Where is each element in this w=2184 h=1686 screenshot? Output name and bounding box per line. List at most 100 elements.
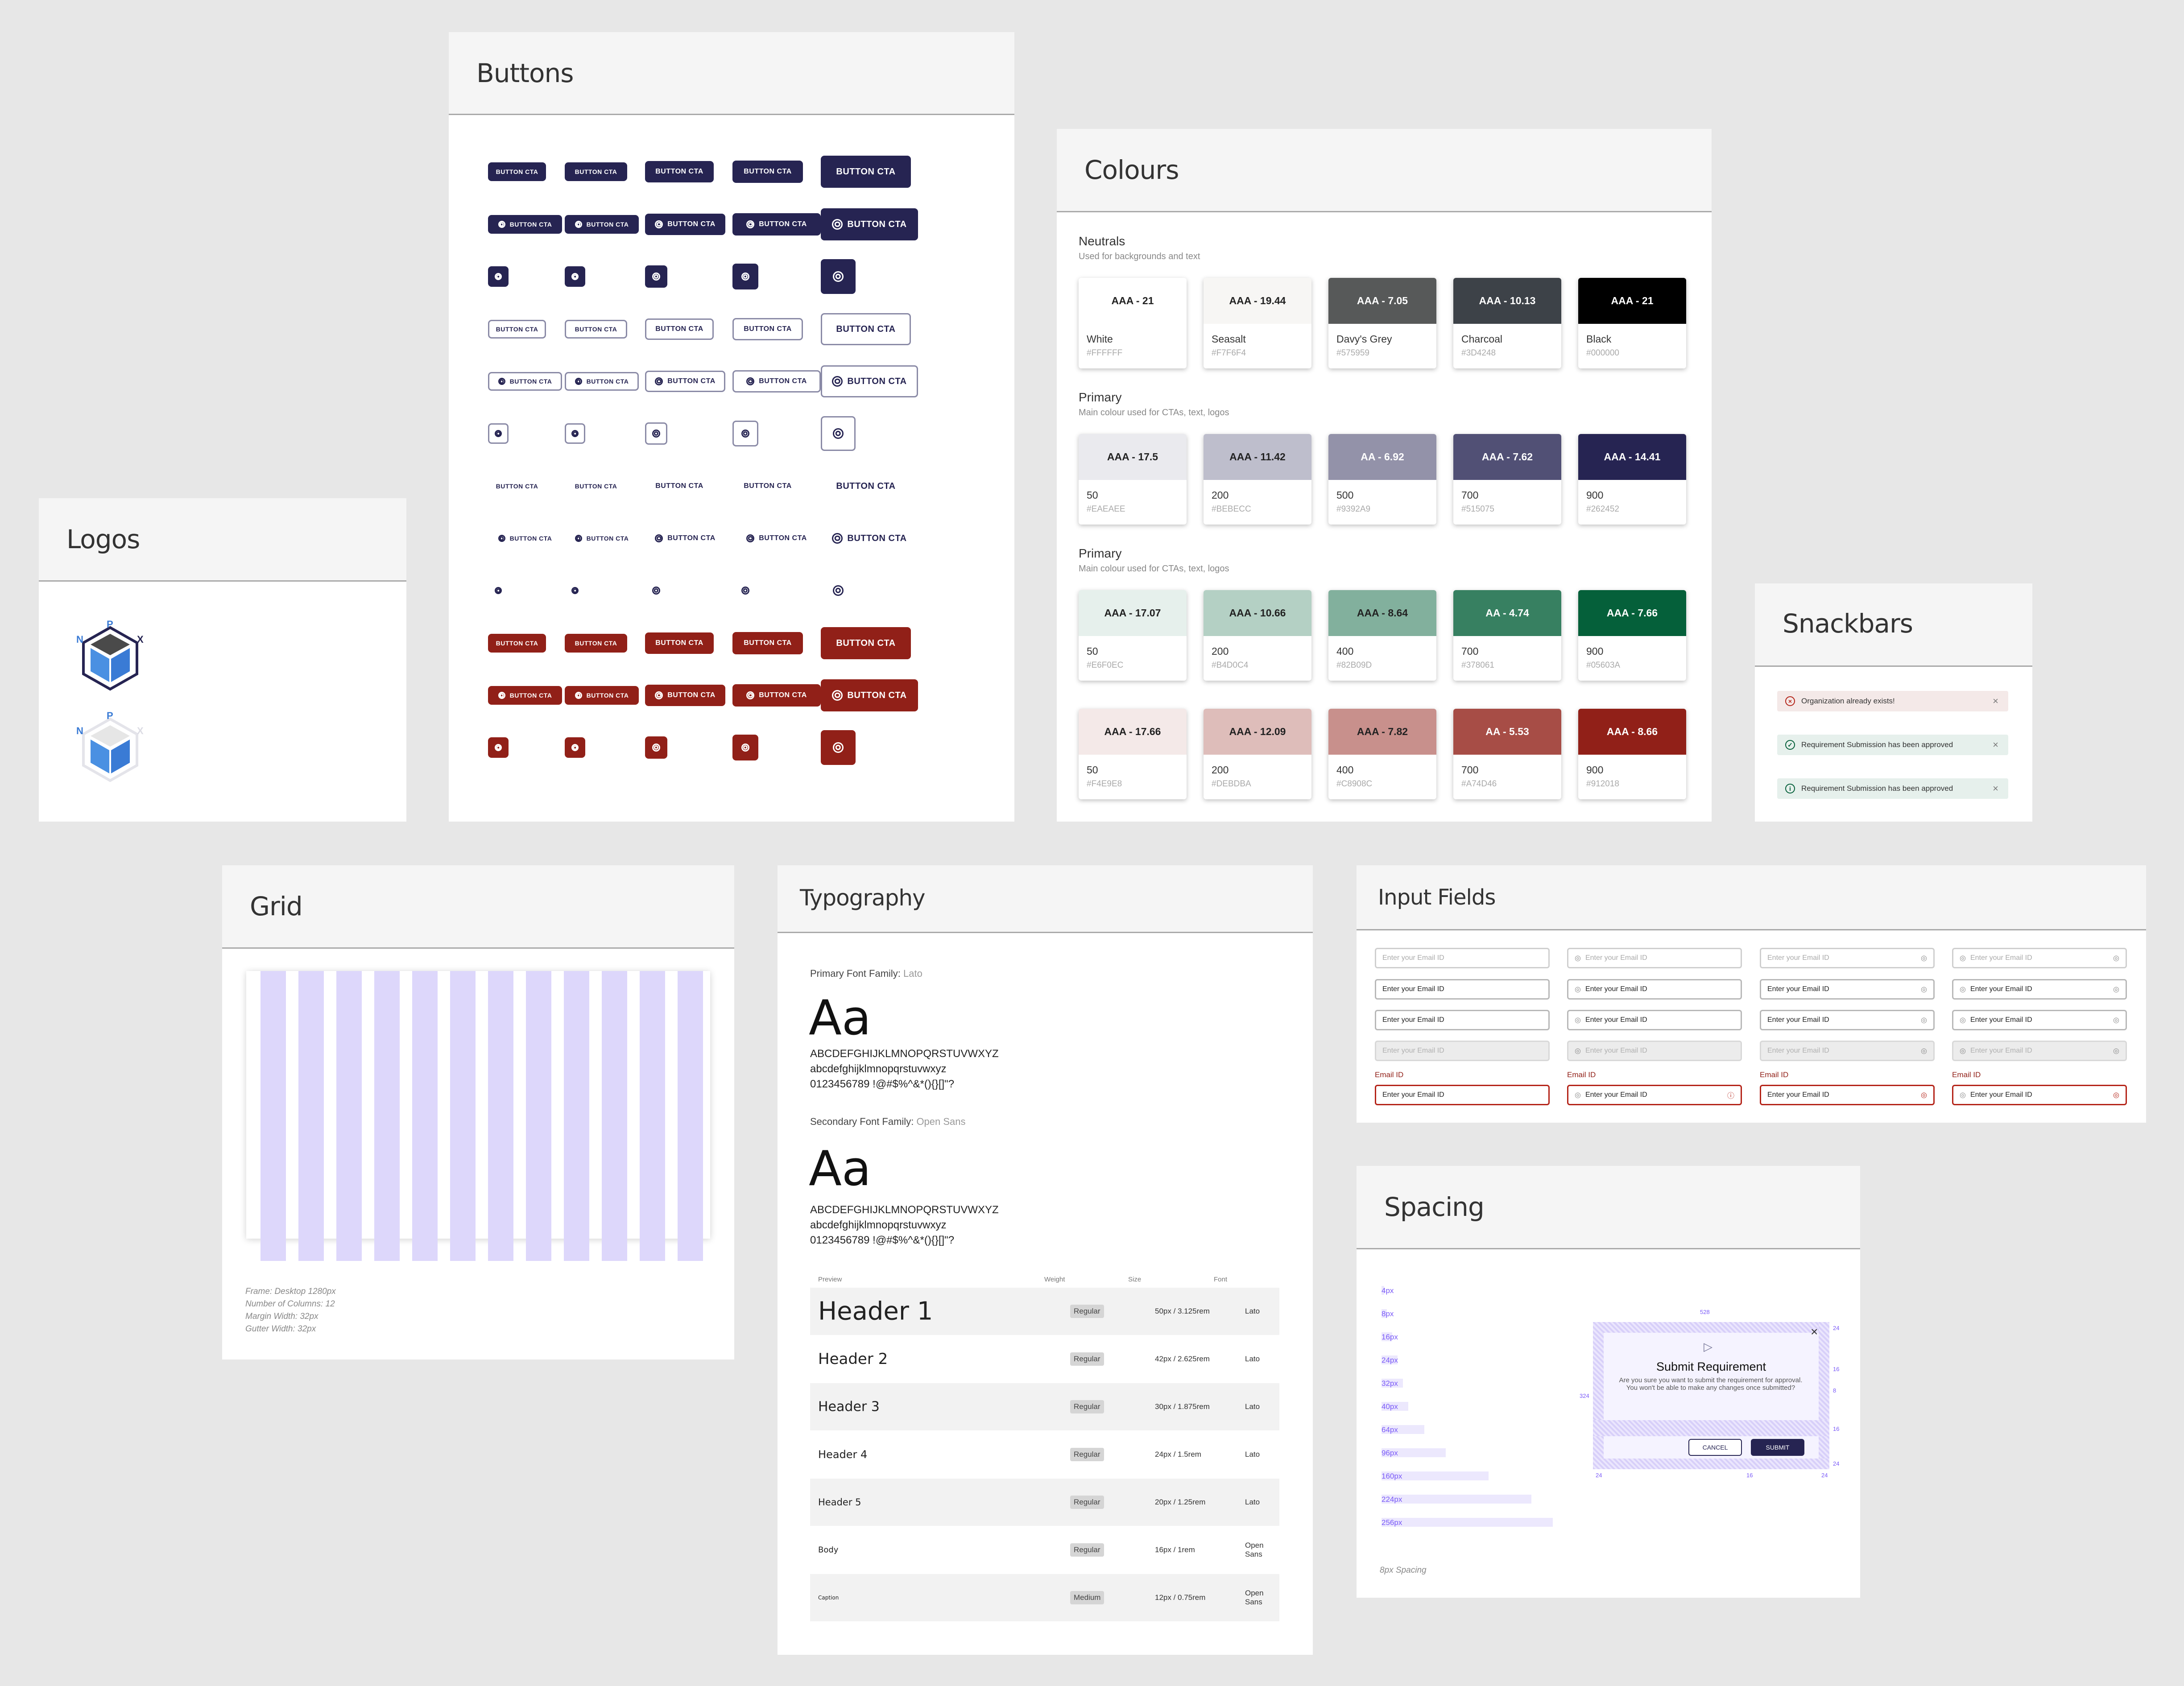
circle-icon	[832, 533, 843, 544]
inputs-header: Input Fields	[1357, 865, 2146, 930]
email-field[interactable]: ◎ Enter your Email ID ⓘ	[1567, 1085, 1742, 1105]
button-cta[interactable]: BUTTON CTA	[821, 522, 918, 554]
email-field[interactable]: ◎ Enter your Email ID ◎	[1952, 1041, 2127, 1061]
icon-button[interactable]	[821, 573, 856, 608]
icon-button[interactable]	[645, 265, 667, 288]
swatch-hex: #F4E9E8	[1087, 779, 1122, 789]
icon-button[interactable]	[488, 580, 509, 601]
icon-button[interactable]	[565, 266, 585, 287]
button-cta[interactable]: BUTTON CTA	[732, 370, 821, 393]
button-cta[interactable]: BUTTON CTA	[821, 627, 911, 659]
primary-lower: abcdefghijklmnopqrstuvwxyz	[810, 1063, 947, 1075]
icon-button[interactable]	[732, 264, 758, 289]
close-icon[interactable]: ×	[1993, 695, 1998, 707]
cancel-button[interactable]: CANCEL	[1688, 1439, 1742, 1456]
icon-button[interactable]	[565, 580, 585, 601]
email-field[interactable]: Enter your Email ID	[1375, 979, 1550, 1000]
button-cta[interactable]: BUTTON CTA	[821, 679, 918, 711]
email-field[interactable]: ◎ Enter your Email ID ◎	[1952, 1085, 2127, 1105]
button-cta[interactable]: BUTTON CTA	[732, 527, 821, 550]
icon-button[interactable]	[821, 259, 856, 294]
icon-button[interactable]	[488, 266, 509, 287]
button-cta[interactable]: BUTTON CTA	[821, 313, 911, 345]
typography-panel: Typography Primary Font Family: Lato Aa …	[778, 865, 1313, 1655]
email-field[interactable]: ◎ Enter your Email ID	[1567, 979, 1742, 1000]
icon-button[interactable]	[732, 735, 758, 760]
button-cta[interactable]: BUTTON CTA	[488, 529, 562, 548]
button-cta[interactable]: BUTTON CTA	[565, 215, 639, 234]
email-field[interactable]: ◎ Enter your Email ID	[1567, 1010, 1742, 1030]
icon-button[interactable]	[488, 423, 509, 444]
button-cta[interactable]: BUTTON CTA	[821, 470, 911, 502]
button-cta[interactable]: BUTTON CTA	[732, 684, 821, 707]
email-field[interactable]: Enter your Email ID	[1375, 1010, 1550, 1030]
close-icon[interactable]: ×	[1993, 783, 1998, 794]
icon-button[interactable]	[821, 416, 856, 451]
email-field[interactable]: Enter your Email ID ◎	[1760, 1041, 1935, 1061]
close-icon[interactable]: ×	[1811, 1325, 1818, 1339]
button-cta[interactable]: BUTTON CTA	[565, 162, 627, 181]
icon-button[interactable]	[645, 579, 667, 602]
button-cta[interactable]: BUTTON CTA	[732, 632, 803, 654]
button-cta[interactable]: BUTTON CTA	[488, 162, 546, 181]
email-field[interactable]: Enter your Email ID ◎	[1760, 948, 1935, 968]
button-cta[interactable]: BUTTON CTA	[732, 318, 803, 340]
button-cta[interactable]: BUTTON CTA	[645, 632, 714, 654]
colour-group-desc: Main colour used for CTAs, text, logos	[1079, 564, 1229, 574]
email-field-text: Enter your Email ID	[1970, 1047, 2032, 1054]
swatch-hex: #3D4248	[1461, 348, 1496, 358]
spacing-note: 8px Spacing	[1380, 1566, 1427, 1575]
button-cta[interactable]: BUTTON CTA	[645, 475, 714, 497]
button-cta[interactable]: BUTTON CTA	[565, 477, 627, 496]
close-icon[interactable]: ×	[1993, 739, 1998, 750]
button-cta[interactable]: BUTTON CTA	[488, 320, 546, 339]
button-cta[interactable]: BUTTON CTA	[488, 634, 546, 653]
icon-button[interactable]	[565, 423, 585, 444]
icon-button[interactable]	[488, 737, 509, 758]
button-cta[interactable]: BUTTON CTA	[645, 214, 725, 235]
circle-icon	[655, 691, 663, 699]
grid-column	[412, 971, 438, 1261]
button-cta[interactable]: BUTTON CTA	[645, 371, 725, 392]
button-cta[interactable]: BUTTON CTA	[821, 208, 918, 240]
button-cta[interactable]: BUTTON CTA	[488, 477, 546, 496]
circle-icon	[741, 744, 749, 752]
button-cta[interactable]: BUTTON CTA	[565, 686, 639, 705]
button-cta[interactable]: BUTTON CTA	[488, 372, 562, 391]
button-cta[interactable]: BUTTON CTA	[488, 686, 562, 705]
email-field[interactable]: Enter your Email ID	[1375, 1085, 1550, 1105]
email-field[interactable]: ◎ Enter your Email ID	[1567, 948, 1742, 968]
icon-button[interactable]	[565, 737, 585, 758]
button-cta[interactable]: BUTTON CTA	[732, 213, 821, 236]
email-field[interactable]: ◎ Enter your Email ID ◎	[1952, 979, 2127, 1000]
button-cta[interactable]: BUTTON CTA	[645, 161, 714, 182]
colour-swatch: AAA - 7.66 900 #05603A	[1578, 590, 1686, 681]
email-field[interactable]: ◎ Enter your Email ID	[1567, 1041, 1742, 1061]
email-field[interactable]: Enter your Email ID ◎	[1760, 979, 1935, 1000]
button-cta[interactable]: BUTTON CTA	[565, 320, 627, 339]
button-cta[interactable]: BUTTON CTA	[821, 156, 911, 188]
button-cta[interactable]: BUTTON CTA	[565, 634, 627, 653]
button-cta[interactable]: BUTTON CTA	[488, 215, 562, 234]
icon-button[interactable]	[645, 422, 667, 445]
button-cta[interactable]: BUTTON CTA	[645, 318, 714, 340]
button-cta[interactable]: BUTTON CTA	[821, 365, 918, 397]
email-field[interactable]: ◎ Enter your Email ID ◎	[1952, 1010, 2127, 1030]
icon-button[interactable]	[732, 421, 758, 446]
email-field[interactable]: ◎ Enter your Email ID ◎	[1952, 948, 2127, 968]
spacing-label: 224px	[1382, 1495, 1402, 1504]
icon-button[interactable]	[645, 736, 667, 759]
email-field[interactable]: Enter your Email ID	[1375, 1041, 1550, 1061]
email-field[interactable]: Enter your Email ID ◎	[1760, 1085, 1935, 1105]
button-cta[interactable]: BUTTON CTA	[732, 161, 803, 183]
email-field[interactable]: Enter your Email ID	[1375, 948, 1550, 968]
button-cta[interactable]: BUTTON CTA	[645, 528, 725, 549]
icon-button[interactable]	[821, 730, 856, 765]
submit-button[interactable]: SUBMIT	[1751, 1439, 1804, 1456]
email-field[interactable]: Enter your Email ID ◎	[1760, 1010, 1935, 1030]
icon-button[interactable]	[732, 578, 758, 603]
button-cta[interactable]: BUTTON CTA	[645, 685, 725, 706]
button-cta[interactable]: BUTTON CTA	[732, 475, 803, 497]
button-cta[interactable]: BUTTON CTA	[565, 529, 639, 548]
button-cta[interactable]: BUTTON CTA	[565, 372, 639, 391]
